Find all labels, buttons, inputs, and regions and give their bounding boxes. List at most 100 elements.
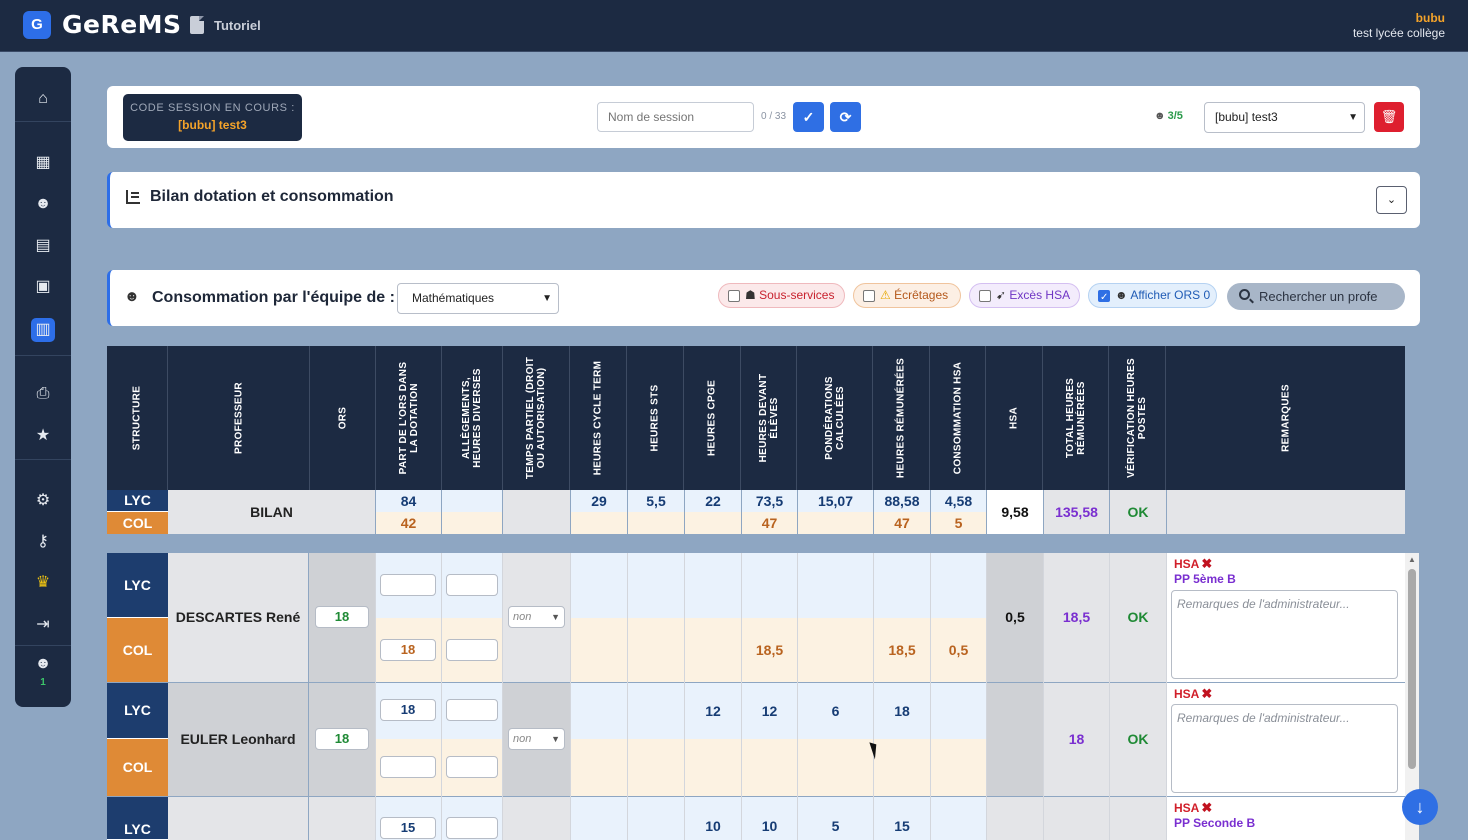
session-name-input[interactable] bbox=[597, 102, 754, 132]
col-header-conso-hsa[interactable]: CONSOMMATION HSA bbox=[930, 346, 986, 490]
confirm-session-button[interactable]: ✓ bbox=[793, 102, 824, 132]
col-header-professeur[interactable]: PROFESSEUR bbox=[168, 346, 310, 490]
lyc-hours-cells bbox=[571, 683, 986, 739]
col-header-ors[interactable]: ORS bbox=[310, 346, 376, 490]
crown-icon[interactable]: ♛ bbox=[35, 574, 51, 591]
filter-checkbox[interactable] bbox=[1098, 286, 1110, 309]
col-header-allegements[interactable]: ALLÈGEMENTS, HEURES DIVERSES bbox=[442, 346, 503, 490]
col-header-remunerees[interactable]: HEURES RÉMUNÉRÉES bbox=[873, 346, 930, 490]
session-code-box: CODE SESSION EN COURS : [bubu] test3 bbox=[123, 94, 302, 141]
calculator-icon[interactable]: ▥ bbox=[31, 318, 55, 342]
remarques-cell: HSA ✖ PP Seconde B bbox=[1167, 797, 1405, 840]
tutorial-link[interactable]: Tutoriel bbox=[214, 18, 261, 33]
filter-checkbox[interactable] bbox=[863, 290, 875, 302]
scroll-down-button[interactable]: ↓ bbox=[1402, 789, 1438, 825]
book-icon[interactable]: ▤ bbox=[35, 237, 51, 254]
filter-afficher-ors-0[interactable]: ☻ Afficher ORS 0 bbox=[1088, 283, 1217, 309]
teacher-name: DESCARTES René bbox=[168, 553, 308, 682]
col-header-ponderations[interactable]: PONDÉRATIONS CALCULÉES bbox=[797, 346, 873, 490]
col-header-hsa[interactable]: HSA bbox=[986, 346, 1043, 490]
col-remu: 18,5 bbox=[888, 642, 916, 658]
col-header-structure[interactable]: STRUCTURE bbox=[107, 346, 168, 490]
table-scrollbar[interactable]: ▲ bbox=[1405, 553, 1419, 840]
expand-bilan-button[interactable]: ⌄ bbox=[1376, 186, 1407, 214]
hsa-tag[interactable]: HSA ✖ bbox=[1174, 686, 1213, 701]
col-alleg-input[interactable] bbox=[446, 756, 498, 778]
connected-users-icon: ☻ bbox=[34, 655, 52, 672]
home-icon[interactable]: ⌂ bbox=[38, 90, 48, 107]
col-header-total[interactable]: TOTAL HEURES RÉMUNÉRÉES bbox=[1043, 346, 1109, 490]
sidebar-divider bbox=[15, 355, 71, 356]
star-icon[interactable]: ★ bbox=[35, 427, 51, 444]
remark-textarea[interactable]: Remarques de l'administrateur... bbox=[1171, 590, 1398, 679]
hsa-tag[interactable]: HSA ✖ bbox=[1174, 556, 1213, 571]
app-logo[interactable]: G bbox=[23, 11, 51, 39]
session-select[interactable]: [bubu] test3 ▼ bbox=[1204, 102, 1365, 133]
pp-tag: PP Seconde B bbox=[1174, 816, 1256, 830]
settings-icon[interactable]: ⚙ bbox=[35, 492, 51, 509]
scroll-thumb[interactable] bbox=[1408, 569, 1416, 769]
scroll-up-icon[interactable]: ▲ bbox=[1408, 555, 1416, 564]
lyc-part-input[interactable]: 18 bbox=[380, 699, 436, 721]
print-icon[interactable]: ⎙ bbox=[36, 385, 50, 402]
filter-sous-services[interactable]: ☗ Sous-services bbox=[718, 283, 845, 308]
ors-input[interactable]: 18 bbox=[315, 728, 369, 750]
column-divider bbox=[627, 553, 628, 840]
hsa-value bbox=[987, 683, 1043, 796]
briefcase-icon[interactable]: ▣ bbox=[35, 278, 51, 295]
col-header-cycle-term[interactable]: HEURES CYCLE TERM bbox=[570, 346, 627, 490]
col-alleg-input[interactable] bbox=[446, 639, 498, 661]
hsa-tag[interactable]: HSA ✖ bbox=[1174, 800, 1213, 815]
ors-input[interactable]: 18 bbox=[315, 606, 369, 628]
warning-icon: ⚠ bbox=[880, 288, 891, 302]
col-header-part-ors[interactable]: PART DE L'ORS DANS LA DOTATION bbox=[376, 346, 442, 490]
hsa-value: 0,5 bbox=[987, 553, 1043, 682]
search-teacher-input[interactable]: Rechercher un profe bbox=[1227, 283, 1405, 310]
col-header-sts[interactable]: HEURES STS bbox=[627, 346, 684, 490]
col-conso: 0,5 bbox=[948, 642, 969, 658]
bilan-col-part: 42 bbox=[376, 512, 441, 534]
temps-partiel-select[interactable]: non ▼ bbox=[508, 606, 565, 628]
column-divider bbox=[873, 553, 874, 840]
close-icon[interactable]: ✖ bbox=[1201, 556, 1213, 571]
sidebar-divider bbox=[15, 459, 71, 460]
lyc-pond: 6 bbox=[831, 703, 840, 719]
lyc-part-input[interactable] bbox=[380, 574, 436, 596]
col-header-remarques[interactable]: REMARQUES bbox=[1280, 384, 1291, 452]
ors-cell bbox=[309, 797, 375, 840]
refresh-session-button[interactable]: ⟳ bbox=[830, 102, 861, 132]
remark-textarea[interactable]: Remarques de l'administrateur... bbox=[1171, 704, 1398, 793]
bilan-lyc-part: 84 bbox=[376, 490, 441, 512]
lyc-alleg-input[interactable] bbox=[446, 699, 498, 721]
team-icon: ☻ bbox=[124, 288, 140, 305]
col-part-input[interactable]: 18 bbox=[380, 639, 436, 661]
lyc-alleg-input[interactable] bbox=[446, 574, 498, 596]
lyc-alleg-input[interactable] bbox=[446, 817, 498, 839]
users-icon[interactable]: ☻ bbox=[34, 195, 52, 212]
temps-partiel-select[interactable]: non ▼ bbox=[508, 728, 565, 750]
filter-exces-hsa[interactable]: ➹ Excès HSA bbox=[969, 283, 1080, 308]
lyc-part-input[interactable]: 15 bbox=[380, 817, 436, 839]
col-header-verification[interactable]: VÉRIFICATION HEURES POSTES bbox=[1109, 346, 1166, 490]
app-title[interactable]: GeReMS bbox=[62, 10, 182, 39]
col-part-input[interactable] bbox=[380, 756, 436, 778]
structure-lyc-tag: LYC bbox=[107, 683, 168, 739]
lyc-devant: 10 bbox=[761, 818, 778, 834]
logout-icon[interactable]: ⇥ bbox=[36, 616, 50, 633]
key-icon[interactable]: ⚷ bbox=[37, 533, 49, 550]
filter-checkbox[interactable] bbox=[979, 290, 991, 302]
pdf-icon[interactable] bbox=[190, 16, 204, 34]
filter-checkbox[interactable] bbox=[728, 290, 740, 302]
chevron-down-icon: ⌄ bbox=[1386, 194, 1397, 206]
structure-lyc-tag: LYC bbox=[107, 797, 168, 840]
structure-col-tag: COL bbox=[107, 512, 168, 534]
col-header-devant-eleves[interactable]: HEURES DEVANT ÉLÈVES bbox=[741, 346, 797, 490]
col-header-cpge[interactable]: HEURES CPGE bbox=[684, 346, 741, 490]
close-icon[interactable]: ✖ bbox=[1201, 686, 1213, 701]
filter-ecretages[interactable]: ⚠ Écrêtages bbox=[853, 283, 961, 308]
col-header-temps-partiel[interactable]: TEMPS PARTIEL (DROIT OU AUTORISATION) bbox=[503, 346, 570, 490]
delete-session-button[interactable]: 🗑 bbox=[1374, 102, 1404, 132]
close-icon[interactable]: ✖ bbox=[1201, 800, 1213, 815]
building-icon[interactable]: ▦ bbox=[35, 154, 51, 171]
team-select[interactable]: Mathématiques ▼ bbox=[397, 283, 559, 314]
